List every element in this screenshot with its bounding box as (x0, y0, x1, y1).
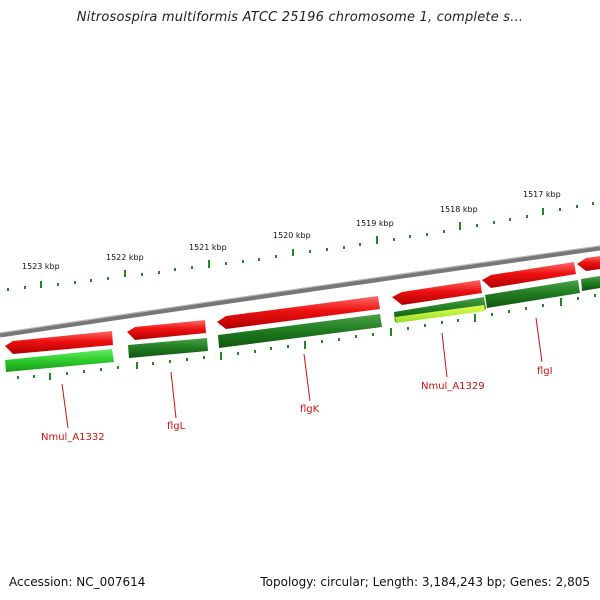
gene-arrow[interactable] (482, 262, 576, 288)
kbp-label: 1518 kbp (440, 205, 478, 214)
major-tick (220, 352, 222, 360)
gene-arrow[interactable] (392, 280, 482, 305)
leader-line (441, 332, 448, 378)
gene-arrow[interactable] (577, 256, 600, 271)
gene-label[interactable]: flgK (300, 404, 320, 415)
map-title: Nitrosospira multiformis ATCC 25196 chro… (76, 10, 524, 25)
major-tick (124, 270, 126, 277)
kbp-label: 1520 kbp (273, 231, 311, 240)
gene-arrow[interactable] (218, 314, 382, 348)
major-tick (474, 314, 476, 322)
major-tick (208, 260, 210, 268)
gene-arrow[interactable] (395, 305, 485, 323)
leader-line (61, 383, 69, 429)
major-tick (49, 373, 51, 380)
kbp-labels: 1523 kbp 1522 kbp 1521 kbp 1520 kbp 1519… (22, 190, 561, 271)
minor-ticks (7, 202, 594, 291)
major-tick (542, 208, 544, 215)
kbp-label: 1521 kbp (189, 243, 227, 252)
genome-summary-text: Topology: circular; Length: 3,184,243 bp… (260, 575, 590, 589)
accession-text: Accession: NC_007614 (9, 575, 146, 589)
outer-tick-track (7, 202, 594, 291)
major-tick (560, 298, 562, 306)
gene-arrow[interactable] (128, 338, 208, 358)
gene-labels: Nmul_A1332 flgL flgK Nmul_A1329 flgI (41, 317, 553, 443)
kbp-label: 1522 kbp (106, 253, 144, 262)
gene-arrow[interactable] (5, 349, 114, 372)
gene-arrow[interactable] (581, 276, 600, 291)
kbp-label: 1519 kbp (356, 219, 394, 228)
major-tick (292, 249, 294, 256)
forward-strand-genes (5, 256, 600, 354)
gene-label[interactable]: flgI (537, 366, 553, 377)
major-tick (136, 362, 138, 369)
major-tick (376, 236, 378, 244)
major-tick (304, 341, 306, 349)
gene-label[interactable]: Nmul_A1329 (421, 381, 485, 392)
major-tick (40, 281, 42, 288)
minor-ticks (17, 294, 596, 379)
gene-label[interactable]: flgL (167, 421, 186, 432)
kbp-label: 1523 kbp (22, 262, 60, 271)
major-tick (459, 222, 461, 230)
leader-line (535, 317, 543, 363)
leader-line (170, 371, 177, 419)
gene-label[interactable]: Nmul_A1332 (41, 432, 105, 443)
gene-arrow[interactable] (485, 280, 580, 308)
gene-arrow[interactable] (217, 296, 380, 329)
leader-line (303, 353, 311, 402)
inner-tick-track (17, 294, 596, 380)
major-tick (390, 328, 392, 336)
gene-arrow[interactable] (127, 320, 206, 340)
backbone-arc (0, 245, 600, 338)
gene-arrow[interactable] (5, 331, 113, 354)
kbp-label: 1517 kbp (523, 190, 561, 199)
reverse-strand-genes (5, 276, 600, 372)
